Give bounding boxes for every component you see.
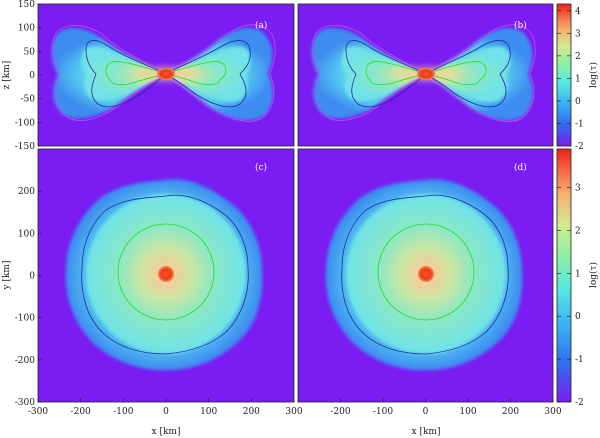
colorbar-tick-label: 0: [575, 97, 581, 107]
panel-d: (d): [297, 148, 554, 403]
panel-c-field: [65, 179, 263, 371]
x-tick-label: -200: [330, 407, 350, 417]
panel-b-label: (b): [514, 20, 527, 31]
x-tick-label: -100: [373, 407, 393, 417]
x-tick-label: -200: [71, 407, 91, 417]
y-tick-label: -150: [15, 142, 35, 152]
colorbar-tick-label: -2: [575, 398, 584, 408]
panel-c-core: [158, 266, 174, 282]
x-tick-label: 300: [285, 407, 302, 417]
panel-c: (c): [37, 148, 295, 403]
colorbar-bottom-ticks: 3 2 1 0 -1 -2: [557, 184, 584, 408]
x-tick-label: 100: [200, 407, 217, 417]
y-tick-label: 200: [18, 187, 35, 197]
colorbar-tick-label: 1: [575, 74, 581, 84]
panel-c-contour-middle: [81, 194, 249, 355]
panel-b-core: [417, 68, 435, 80]
panel-d-contour-inner: [377, 223, 475, 321]
y-tick-label: 50: [24, 47, 36, 57]
colorbar-top: 4 3 2 1 0 -1 -2 log(τ): [556, 3, 599, 152]
colorbar-tick-label: 3: [575, 184, 581, 194]
colorbar-top-gradient: [556, 3, 572, 147]
panel-c-xlabel: x [km]: [152, 427, 181, 437]
y-tick-label: -200: [15, 356, 35, 366]
colorbar-tick-label: 0: [575, 312, 581, 322]
panel-b-frame: [297, 3, 554, 147]
y-tick-label: 0: [29, 71, 35, 81]
panel-b-field: [311, 24, 536, 122]
panel-b: (b): [297, 3, 554, 147]
colorbar-tick-label: -1: [575, 355, 584, 365]
colorbar-bottom-gradient: [556, 148, 572, 403]
panel-a: (a): [37, 3, 295, 147]
panel-d-contour-middle: [341, 194, 509, 355]
y-tick-label: 100: [18, 229, 35, 239]
y-tick-label: 100: [18, 24, 35, 34]
x-tick-label: 100: [459, 407, 476, 417]
y-tick-label: 0: [29, 272, 35, 282]
panel-a-core: [157, 68, 175, 80]
axes: -150 -100 -50 0 50 100 150 -300 -200 -100 0 100 200 -…: [15, 0, 562, 417]
x-tick-label: 200: [502, 407, 519, 417]
x-tick-label: 200: [243, 407, 260, 417]
panel-d-core: [418, 266, 434, 282]
y-tick-label: -300: [15, 398, 35, 408]
colorbar-tick-label: -1: [575, 119, 584, 129]
x-tick-label: 0: [423, 407, 429, 417]
x-tick-label: -300: [28, 407, 48, 417]
colorbar-top-label: log(τ): [588, 62, 599, 88]
panel-d-field: [325, 179, 523, 371]
colorbar-bottom: 3 2 1 0 -1 -2 log(τ): [556, 148, 599, 408]
y-tick-label: 150: [18, 0, 35, 10]
panel-b-body: [341, 46, 511, 103]
x-tick-label: -100: [113, 407, 133, 417]
colorbar-tick-label: 3: [575, 29, 581, 39]
x-tick-label: 0: [163, 407, 169, 417]
panel-d-xlabel: x [km]: [412, 427, 441, 437]
colorbar-tick-label: 2: [575, 52, 581, 62]
colorbar-top-ticks: 4 3 2 1 0 -1 -2: [557, 7, 584, 152]
panel-c-label: (c): [255, 162, 267, 173]
panel-a-field: [51, 24, 276, 122]
colorbar-tick-label: 4: [575, 7, 581, 17]
panel-a-ylabel: z [km]: [2, 61, 12, 90]
y-tick-label: -100: [15, 118, 35, 128]
y-tick-label: -100: [15, 314, 35, 324]
panel-a-label: (a): [255, 20, 267, 31]
colorbar-tick-label: 1: [575, 269, 581, 279]
y-tick-label: -50: [21, 95, 36, 105]
panel-d-label: (d): [514, 162, 527, 173]
colorbar-bottom-label: log(τ): [588, 262, 599, 288]
colorbar-tick-label: 2: [575, 226, 581, 236]
colorbar-tick-label: -2: [575, 142, 584, 152]
panel-c-contour-inner: [117, 223, 215, 321]
panel-a-body: [81, 46, 251, 103]
x-tick-label: 300: [544, 407, 561, 417]
panel-c-ylabel: y [km]: [2, 261, 12, 291]
